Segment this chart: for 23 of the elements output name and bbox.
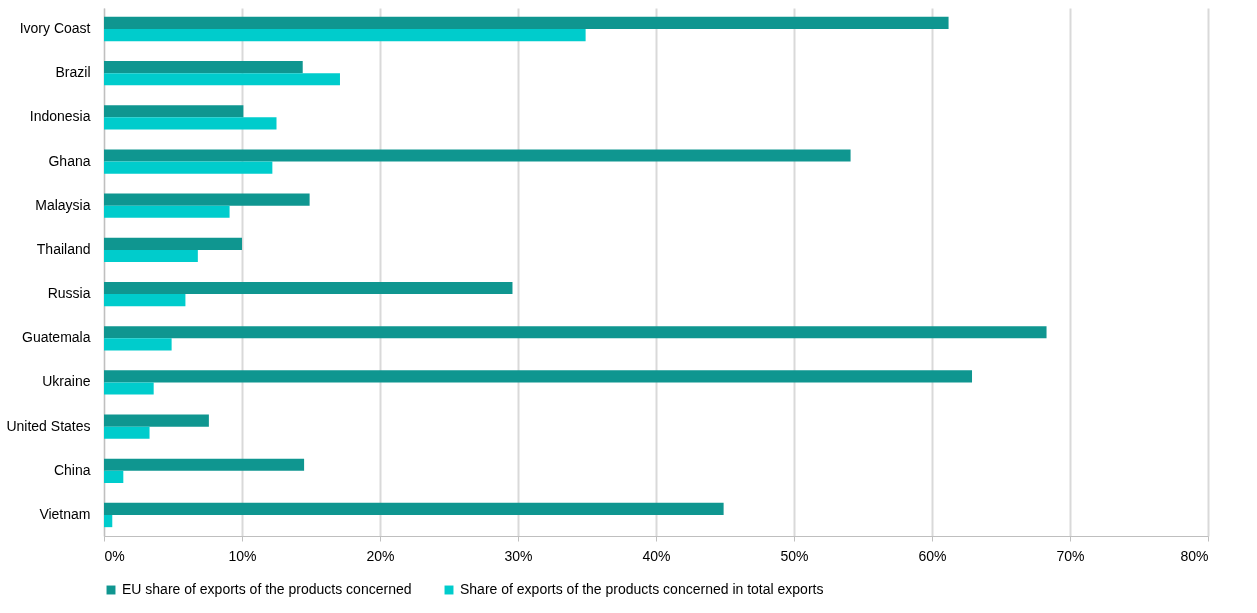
x-tick-label: 10% — [228, 547, 257, 564]
y-tick-label: Ukraine — [42, 373, 91, 390]
y-tick-label: Malaysia — [35, 196, 91, 213]
y-tick-label: Ghana — [48, 152, 91, 169]
y-tick-label: Russia — [47, 285, 91, 302]
x-tick-label: 50% — [780, 547, 809, 564]
y-tick-label: Thailand — [36, 240, 91, 257]
y-tick-label: Brazil — [55, 64, 91, 81]
y-tick-label: Ivory Coast — [19, 19, 91, 36]
legend-label: EU share of exports of the products concerned — [122, 581, 412, 597]
x-tick-label: 40% — [642, 547, 671, 564]
x-tick-label: 80% — [1180, 547, 1209, 564]
y-tick-label: China — [53, 461, 91, 478]
y-tick-label: United States — [6, 417, 91, 434]
x-tick-label: 60% — [918, 547, 947, 564]
legend-label: Share of exports of the products concerned in total exports — [460, 581, 824, 597]
y-tick-label: Vietnam — [39, 506, 91, 523]
x-tick-label: 20% — [366, 547, 395, 564]
x-tick-label: 0% — [104, 547, 125, 564]
y-tick-label: Indonesia — [29, 108, 91, 125]
y-tick-label: Guatemala — [22, 329, 91, 346]
x-tick-label: 30% — [504, 547, 533, 564]
x-tick-label: 70% — [1056, 547, 1085, 564]
